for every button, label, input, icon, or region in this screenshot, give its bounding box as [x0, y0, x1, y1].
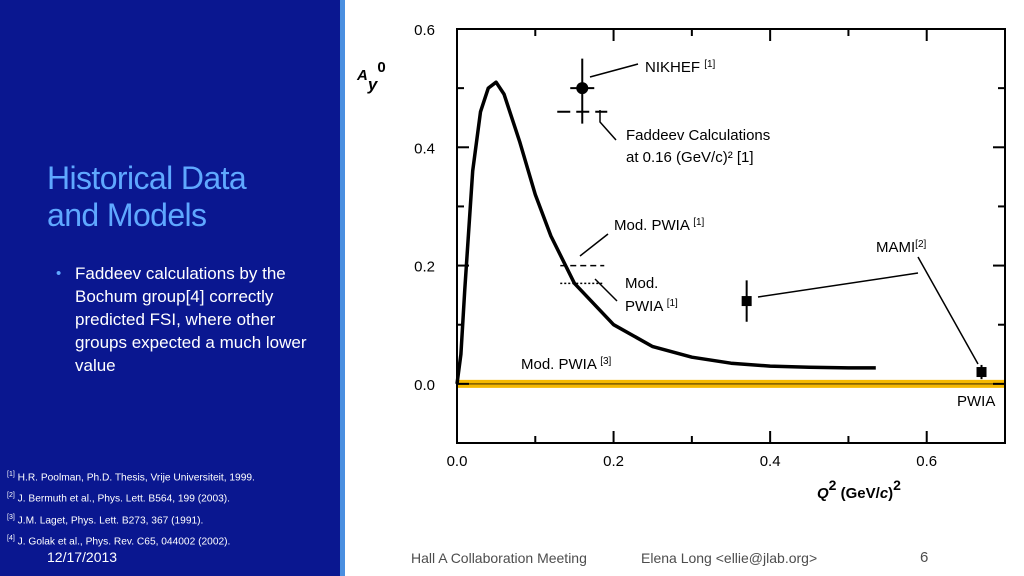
nikhef-label: NIKHEF [1]: [645, 59, 716, 77]
reference-3: [3] J.M. Laget, Phys. Lett. B273, 367 (1…: [7, 513, 204, 527]
pwia-label: PWIA: [957, 393, 995, 410]
x-tick-label: 0.0: [447, 453, 468, 470]
faddeev-leader: [599, 110, 617, 141]
slide-title-line2: and Models: [47, 197, 207, 233]
footer-meeting: Hall A Collaboration Meeting: [411, 550, 587, 566]
reference-2: [2] J. Bermuth et al., Phys. Lett. B564,…: [7, 492, 230, 505]
mami-leader-2: [917, 256, 979, 365]
left-panel: [0, 0, 340, 576]
y-axis-label: Ay0: [356, 59, 386, 94]
faddeev-label-line1: Faddeev Calculations: [626, 127, 770, 144]
plot-frame: [456, 28, 1006, 444]
mod-pwia-1-dotted-leader: [594, 278, 618, 302]
references: [1] H.R. Poolman, Ph.D. Thesis, Vrije Un…: [7, 466, 337, 552]
nikhef-leader: [589, 63, 639, 78]
y-tick-label: 0.2: [414, 259, 435, 276]
mod-pwia-1-dashed-leader: [579, 233, 609, 257]
bullet-item: • Faddeev calculations by the Bochum gro…: [56, 262, 316, 377]
mami-point: [976, 367, 987, 378]
mami-label: MAMI[2]: [876, 239, 927, 257]
bullet-marker: •: [56, 265, 62, 282]
nikhef-point: [576, 82, 589, 95]
y-tick-label: 0.6: [414, 22, 435, 39]
mod-pwia-1-dashed-label: Mod. PWIA [1]: [614, 217, 705, 235]
x-axis-label: Q2 (GeV/c)2: [817, 477, 901, 502]
y-tick-label: 0.4: [414, 140, 435, 157]
x-tick-label: 0.2: [603, 453, 624, 470]
footer-date: 12/17/2013: [47, 549, 118, 565]
reference-1: [1] H.R. Poolman, Ph.D. Thesis, Vrije Un…: [7, 471, 255, 484]
slide-title: Historical Data and Models: [47, 160, 327, 234]
bullet-text: Faddeev calculations by the Bochum group…: [75, 264, 307, 375]
footer-page-number: 6: [920, 549, 929, 566]
faddeev-label-line2: at 0.16 (GeV/c)² [1]: [626, 149, 754, 166]
mod-pwia-curve: [455, 80, 876, 385]
footer-author: Elena Long <ellie@jlab.org>: [641, 550, 818, 566]
left-divider: [340, 0, 345, 576]
x-tick-label: 0.6: [916, 453, 937, 470]
reference-4: [4] J. Golak et al., Phys. Rev. C65, 044…: [7, 535, 231, 548]
slide-title-line1: Historical Data: [47, 160, 247, 196]
mod-pwia-1-dotted-label-line1: Mod.: [625, 275, 658, 292]
asymmetry-chart: 0.0 0.2 0.4 0.6 0.0 0.2 0.4 0.6 Q2 (GeV/c)2 Ay0 NI…: [356, 22, 1006, 502]
mod-pwia-1-dotted-label-line2: PWIA [1]: [625, 298, 678, 316]
y-tick-label: 0.0: [414, 377, 435, 394]
x-tick-label: 0.4: [760, 453, 781, 470]
mod-pwia-3-label: Mod. PWIA [3]: [521, 356, 612, 374]
mami-leader-1: [757, 272, 919, 298]
mami-point: [741, 296, 752, 307]
